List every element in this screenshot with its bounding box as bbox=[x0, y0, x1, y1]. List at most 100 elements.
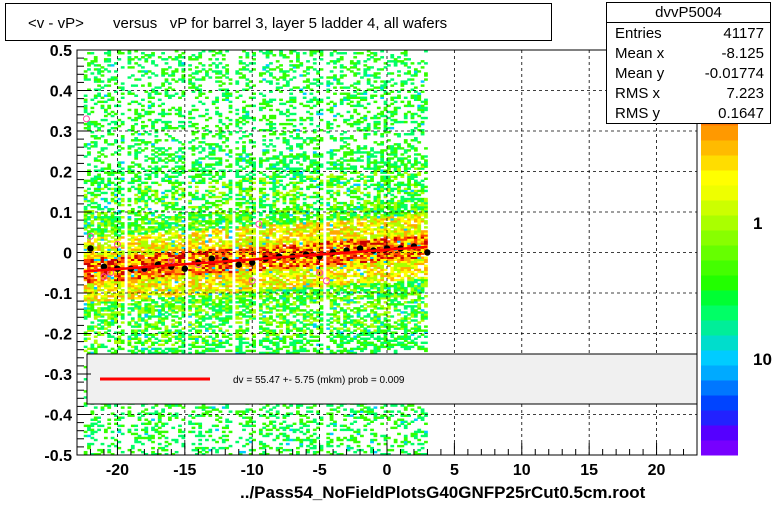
heat-cell bbox=[198, 309, 203, 312]
heat-cell bbox=[208, 246, 213, 249]
heat-cell bbox=[114, 331, 118, 334]
heat-cell bbox=[141, 195, 145, 199]
heat-cell bbox=[127, 264, 132, 268]
heat-cell bbox=[215, 230, 219, 233]
heat-cell bbox=[144, 90, 149, 93]
heat-cell bbox=[164, 153, 169, 156]
heat-cell bbox=[225, 438, 230, 442]
heat-cell bbox=[181, 250, 186, 253]
heat-cell bbox=[242, 122, 246, 126]
heat-cell bbox=[242, 282, 246, 286]
heat-cell bbox=[228, 155, 233, 158]
heat-cell bbox=[130, 286, 135, 290]
heat-cell bbox=[134, 163, 139, 166]
heat-cell bbox=[201, 50, 206, 53]
heat-cell bbox=[97, 315, 101, 318]
heat-cell bbox=[215, 274, 219, 278]
heat-cell bbox=[127, 197, 132, 201]
heat-cell bbox=[221, 309, 226, 312]
heat-cell bbox=[228, 317, 233, 320]
heat-cell bbox=[201, 197, 206, 201]
heat-cell bbox=[221, 331, 226, 334]
heat-cell bbox=[205, 301, 209, 304]
heat-cell bbox=[154, 254, 159, 257]
heat-cell bbox=[238, 209, 243, 213]
heat-cell bbox=[228, 151, 233, 154]
heat-cell bbox=[245, 268, 250, 272]
heat-cell bbox=[110, 153, 115, 156]
heat-cell bbox=[161, 159, 166, 162]
heat-cell bbox=[265, 264, 270, 268]
heat-cell bbox=[205, 284, 209, 288]
heat-cell bbox=[181, 341, 186, 345]
heat-cell bbox=[83, 272, 88, 276]
heat-cell bbox=[262, 232, 267, 235]
heat-cell bbox=[97, 128, 101, 132]
heat-cell bbox=[269, 248, 273, 251]
heat-cell bbox=[235, 185, 240, 189]
heat-cell bbox=[211, 315, 216, 318]
heat-cell bbox=[198, 446, 203, 450]
heat-cell bbox=[194, 274, 199, 278]
heat-cell bbox=[141, 250, 145, 253]
heat-cell bbox=[218, 420, 223, 423]
heat-cell bbox=[107, 313, 112, 316]
heat-cell bbox=[194, 72, 199, 75]
heat-cell bbox=[154, 92, 159, 95]
heat-cell bbox=[248, 230, 253, 233]
heat-cell bbox=[265, 335, 270, 338]
heat-cell bbox=[242, 195, 246, 199]
heat-cell bbox=[191, 258, 196, 261]
heat-cell bbox=[245, 212, 250, 215]
heat-cell bbox=[272, 414, 277, 417]
heat-cell bbox=[248, 244, 253, 247]
heat-cell bbox=[161, 74, 166, 77]
heat-cell bbox=[90, 201, 95, 205]
heat-cell bbox=[141, 52, 145, 55]
heat-cell bbox=[235, 272, 240, 276]
heat-cell bbox=[154, 341, 159, 345]
heat-cell bbox=[265, 197, 270, 201]
heat-cell bbox=[147, 118, 152, 122]
heat-cell bbox=[161, 151, 166, 154]
heat-cell bbox=[238, 341, 243, 345]
heat-cell bbox=[198, 276, 203, 280]
heat-cell bbox=[262, 321, 267, 324]
heat-cell bbox=[130, 238, 135, 241]
heat-cell bbox=[225, 276, 230, 280]
heat-cell bbox=[258, 179, 263, 183]
heat-cell bbox=[248, 96, 253, 99]
heat-cell bbox=[147, 104, 152, 108]
heat-cell bbox=[141, 307, 145, 310]
heat-cell bbox=[83, 390, 88, 393]
heat-cell bbox=[144, 339, 149, 342]
heat-cell bbox=[208, 131, 213, 134]
heat-cell bbox=[265, 52, 270, 55]
heat-cell bbox=[252, 181, 256, 185]
heat-cell bbox=[100, 66, 105, 69]
heat-cell bbox=[191, 345, 196, 349]
heat-cell bbox=[262, 272, 267, 276]
heat-cell bbox=[127, 189, 132, 193]
heat-cell bbox=[117, 230, 122, 233]
heat-cell bbox=[144, 236, 149, 239]
heat-cell bbox=[188, 228, 192, 231]
heat-cell bbox=[225, 64, 230, 67]
heat-cell bbox=[167, 108, 172, 112]
heat-cell bbox=[205, 270, 209, 274]
heat-cell bbox=[174, 335, 179, 338]
heat-cell bbox=[157, 276, 162, 280]
heat-cell bbox=[258, 203, 263, 207]
heat-cell bbox=[154, 244, 159, 247]
heat-cell bbox=[211, 446, 216, 450]
heat-cell bbox=[117, 446, 122, 450]
heat-cell bbox=[174, 276, 179, 280]
heat-cell bbox=[178, 252, 182, 255]
heat-cell bbox=[188, 218, 192, 221]
heat-cell bbox=[211, 301, 216, 304]
heat-cell bbox=[117, 242, 122, 245]
heat-cell bbox=[194, 216, 199, 219]
heat-cell bbox=[134, 238, 139, 241]
heat-cell bbox=[269, 420, 273, 423]
heat-cell bbox=[248, 311, 253, 314]
